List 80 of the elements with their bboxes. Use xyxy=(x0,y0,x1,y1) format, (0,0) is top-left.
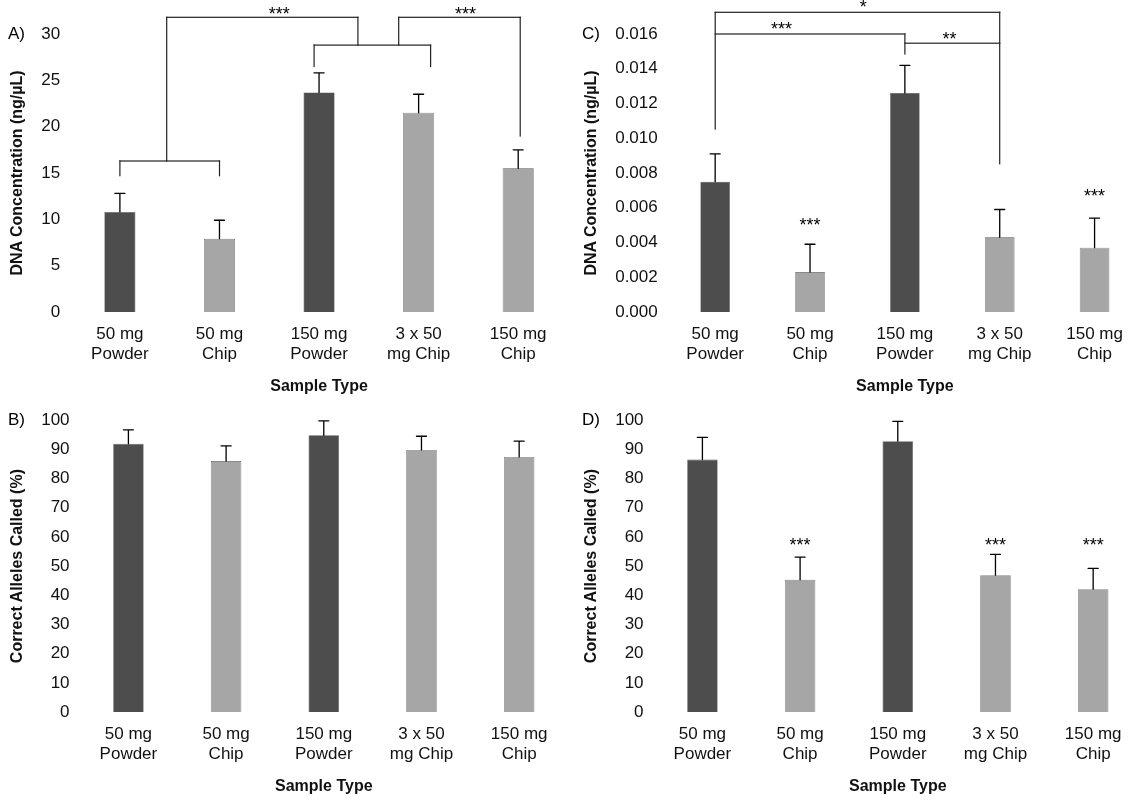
x-tick-label: 3 x 50 mg Chip xyxy=(968,323,1032,364)
x-tick-label: 150 mg Chip xyxy=(1064,723,1122,764)
y-tick-label: 0.000 xyxy=(615,301,658,321)
y-tick-label: 0.006 xyxy=(615,197,658,217)
x-tick-label: 3 x 50 mg Chip xyxy=(963,723,1028,764)
text: * xyxy=(859,0,867,17)
chart-title: A) xyxy=(8,23,25,43)
y-tick-label: 20 xyxy=(50,643,70,663)
y-tick-label: 50 xyxy=(50,555,70,575)
y-tick-label: 20 xyxy=(624,643,644,663)
x-tick-label: 50 mg Chip xyxy=(195,323,244,364)
x-axis-title: Sample Type xyxy=(270,376,368,394)
x-tick-label: 150 mg Powder xyxy=(868,723,927,764)
y-tick-label: 5 xyxy=(50,255,61,275)
y-tick-label: 80 xyxy=(50,468,70,488)
y-axis-title: DNA Concentration (ng/µL) xyxy=(8,70,26,276)
y-tick-label: 60 xyxy=(50,526,70,546)
annotation: *** xyxy=(789,535,811,556)
x-tick-label: 50 mg Powder xyxy=(91,323,150,364)
x-tick-label: 50 mg Powder xyxy=(99,723,158,764)
y-tick-label: 10 xyxy=(50,672,70,692)
x-tick-label: 150 mg Chip xyxy=(1066,323,1123,364)
y-tick-label: 10 xyxy=(624,672,644,692)
annotation: *** xyxy=(771,18,793,39)
y-tick-label: 30 xyxy=(50,614,70,634)
x-tick-label: 50 mg Powder xyxy=(686,323,745,364)
annotation: *** xyxy=(799,214,821,235)
x-tick-label: 50 mg Chip xyxy=(786,323,834,364)
x-tick-label: 50 mg Chip xyxy=(776,723,824,764)
text: *** xyxy=(454,3,476,24)
y-tick-label: 90 xyxy=(624,439,644,459)
y-tick-label: 30 xyxy=(41,23,61,43)
y-tick-label: 0 xyxy=(60,701,70,721)
annotation: *** xyxy=(1084,185,1106,206)
y-tick-label: 0.016 xyxy=(615,23,658,43)
y-axis-title: Correct Alleles Called (%) xyxy=(8,469,26,664)
y-axis-title: DNA Concentration (ng/µL) xyxy=(582,70,600,276)
annotation: *** xyxy=(1082,535,1104,556)
y-tick-label: 10 xyxy=(41,209,61,229)
y-tick-label: 0.004 xyxy=(615,232,658,252)
y-tick-label: 70 xyxy=(624,497,644,517)
y-tick-label: 80 xyxy=(624,468,644,488)
y-tick-label: 100 xyxy=(615,409,644,429)
annotation: *** xyxy=(984,535,1006,556)
y-tick-label: 60 xyxy=(624,526,644,546)
y-tick-label: 15 xyxy=(41,162,61,182)
x-tick-label: 150 mg Powder xyxy=(294,723,353,764)
chart-title: D) xyxy=(582,409,600,429)
y-tick-label: 100 xyxy=(41,409,70,429)
text: *** xyxy=(268,3,290,24)
x-tick-label: 50 mg Chip xyxy=(202,723,250,764)
y-tick-label: 0.012 xyxy=(615,93,658,113)
y-tick-label: 0.002 xyxy=(615,266,658,286)
y-tick-label: 0.008 xyxy=(615,162,658,182)
x-tick-label: 3 x 50 mg Chip xyxy=(386,323,451,364)
y-tick-label: 20 xyxy=(41,116,61,136)
chart-title: C) xyxy=(582,23,600,43)
x-tick-label: 50 mg Powder xyxy=(673,723,732,764)
x-axis-title: Sample Type xyxy=(275,776,373,794)
x-tick-label: 3 x 50 mg Chip xyxy=(389,723,454,764)
x-axis-title: Sample Type xyxy=(856,376,954,394)
chart-title: B) xyxy=(8,409,25,429)
y-axis-title: Correct Alleles Called (%) xyxy=(582,469,600,664)
x-tick-label: 150 mg Powder xyxy=(876,323,935,364)
annotation: ** xyxy=(942,28,957,49)
y-tick-label: 40 xyxy=(624,584,644,604)
y-tick-label: 40 xyxy=(50,584,70,604)
y-tick-label: 0.014 xyxy=(615,58,658,78)
y-tick-label: 0 xyxy=(634,701,644,721)
y-tick-label: 0.010 xyxy=(615,127,658,147)
y-tick-label: 30 xyxy=(624,614,644,634)
y-tick-label: 70 xyxy=(50,497,70,517)
x-tick-label: 150 mg Chip xyxy=(489,323,547,364)
y-tick-label: 90 xyxy=(50,439,70,459)
y-tick-label: 0 xyxy=(50,301,61,321)
y-tick-label: 50 xyxy=(624,555,644,575)
y-tick-label: 25 xyxy=(41,70,61,90)
x-axis-title: Sample Type xyxy=(849,776,947,794)
x-tick-label: 150 mg Chip xyxy=(490,723,548,764)
x-tick-label: 150 mg Powder xyxy=(290,323,349,364)
